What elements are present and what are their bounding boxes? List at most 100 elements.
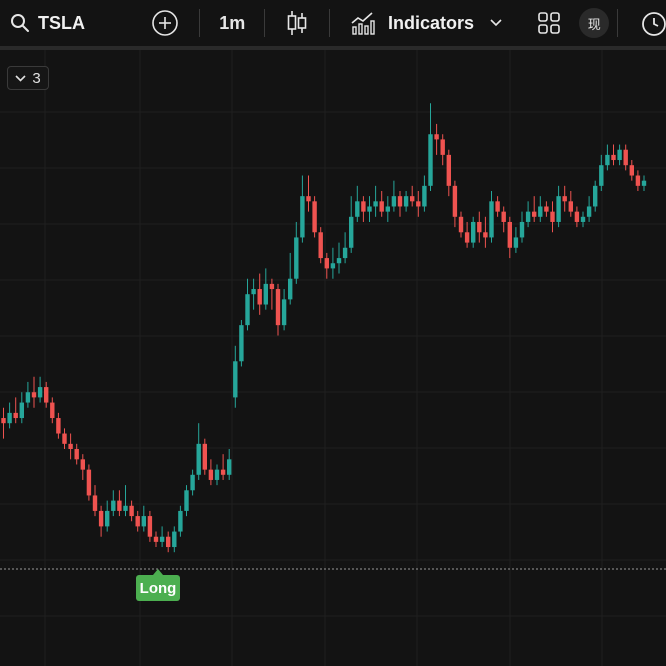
indicators-button[interactable]: Indicators	[330, 0, 519, 46]
candle-body	[556, 196, 561, 222]
toolbar-divider	[264, 9, 266, 37]
candle-body	[245, 294, 250, 326]
candle-body	[483, 232, 488, 238]
indicators-chart-icon	[351, 12, 375, 35]
candle-body	[129, 505, 134, 517]
candle-body	[269, 283, 275, 290]
candle-body	[1, 418, 6, 424]
language-button[interactable]: 现	[571, 0, 617, 46]
candle-body	[172, 531, 177, 548]
candle-body	[159, 536, 165, 542]
candle-body	[111, 500, 116, 511]
candle-body	[391, 196, 397, 207]
chart-type-button[interactable]	[265, 0, 329, 46]
candle-body	[605, 154, 610, 166]
candle-body	[495, 201, 500, 212]
candle-body	[86, 469, 92, 496]
candle-body	[312, 201, 317, 233]
candle-body	[123, 505, 128, 511]
candle-body	[56, 418, 61, 434]
candle-body	[62, 433, 67, 444]
candle-body	[251, 289, 256, 295]
candle-body	[233, 361, 238, 398]
candle-body	[501, 211, 506, 222]
candle-body	[202, 443, 207, 470]
candle-body	[92, 495, 98, 511]
candle-body	[416, 201, 421, 207]
candle-body	[117, 500, 122, 511]
symbol-search[interactable]: TSLA	[0, 0, 130, 46]
candle-body	[568, 201, 573, 212]
candle-body	[599, 165, 604, 186]
candle-body	[19, 402, 24, 419]
candle-body	[464, 232, 470, 243]
candle-body	[452, 185, 458, 217]
candle-body	[422, 185, 427, 207]
candle-body	[550, 211, 555, 222]
candle-body	[342, 247, 348, 259]
candle-body	[220, 469, 226, 475]
candle-body	[281, 299, 287, 326]
candle-body	[239, 325, 244, 362]
alert-button[interactable]	[626, 0, 666, 46]
candle-body	[178, 510, 183, 532]
candle-body	[190, 474, 195, 491]
toolbar-divider	[328, 9, 330, 37]
symbol-label: TSLA	[38, 12, 85, 33]
candle-body	[257, 289, 262, 305]
candle-body	[477, 221, 482, 233]
candle-body	[288, 278, 293, 300]
candle-body	[361, 201, 366, 212]
candle-body	[446, 154, 451, 186]
search-icon	[11, 14, 29, 32]
candle-body	[135, 516, 140, 527]
candle-body	[562, 196, 567, 202]
candlestick-icon	[287, 11, 307, 35]
candle-body	[593, 185, 598, 207]
candle-body	[507, 221, 512, 248]
candle-body	[373, 201, 378, 207]
toolbar-divider	[199, 9, 201, 37]
candle-body	[513, 237, 519, 248]
layout-button[interactable]	[527, 0, 571, 46]
chevron-down-icon	[15, 74, 26, 82]
candle-body	[37, 387, 43, 398]
candle-body	[428, 134, 433, 186]
collapsed-count: 3	[32, 69, 41, 87]
candle-body	[7, 412, 12, 424]
candle-body	[80, 459, 85, 470]
language-label: 现	[579, 8, 610, 38]
candle-body	[629, 165, 634, 176]
candle-body	[166, 536, 171, 548]
compare-add-button[interactable]	[130, 0, 200, 46]
candle-body	[611, 154, 616, 161]
candle-body	[275, 289, 281, 326]
candle-body	[105, 510, 110, 527]
candle-body	[410, 196, 415, 202]
candle-body	[525, 211, 531, 222]
candle-body	[68, 443, 73, 449]
candle-body	[586, 206, 592, 217]
candle-body	[294, 237, 299, 279]
candle-body	[196, 443, 201, 475]
candle-body	[153, 536, 159, 542]
candle-body	[489, 201, 494, 238]
candle-body	[31, 392, 37, 398]
interval-button[interactable]: 1m	[219, 12, 246, 33]
candle-body	[184, 490, 189, 511]
candle-body	[519, 221, 525, 238]
price-chart[interactable]	[0, 50, 666, 666]
collapse-indicators-button[interactable]: 3	[7, 66, 49, 90]
candle-body	[324, 258, 329, 269]
candle-body	[379, 201, 384, 212]
candle-body	[214, 469, 220, 480]
long-marker-arrow	[153, 569, 163, 575]
candle-body	[330, 263, 336, 269]
candle-body	[434, 134, 439, 140]
candle-body	[227, 459, 232, 475]
chart-grid	[0, 50, 666, 666]
candle-body	[440, 139, 445, 155]
chevron-down-icon	[490, 19, 502, 27]
candle-body	[635, 175, 641, 186]
candle-body	[471, 221, 476, 243]
